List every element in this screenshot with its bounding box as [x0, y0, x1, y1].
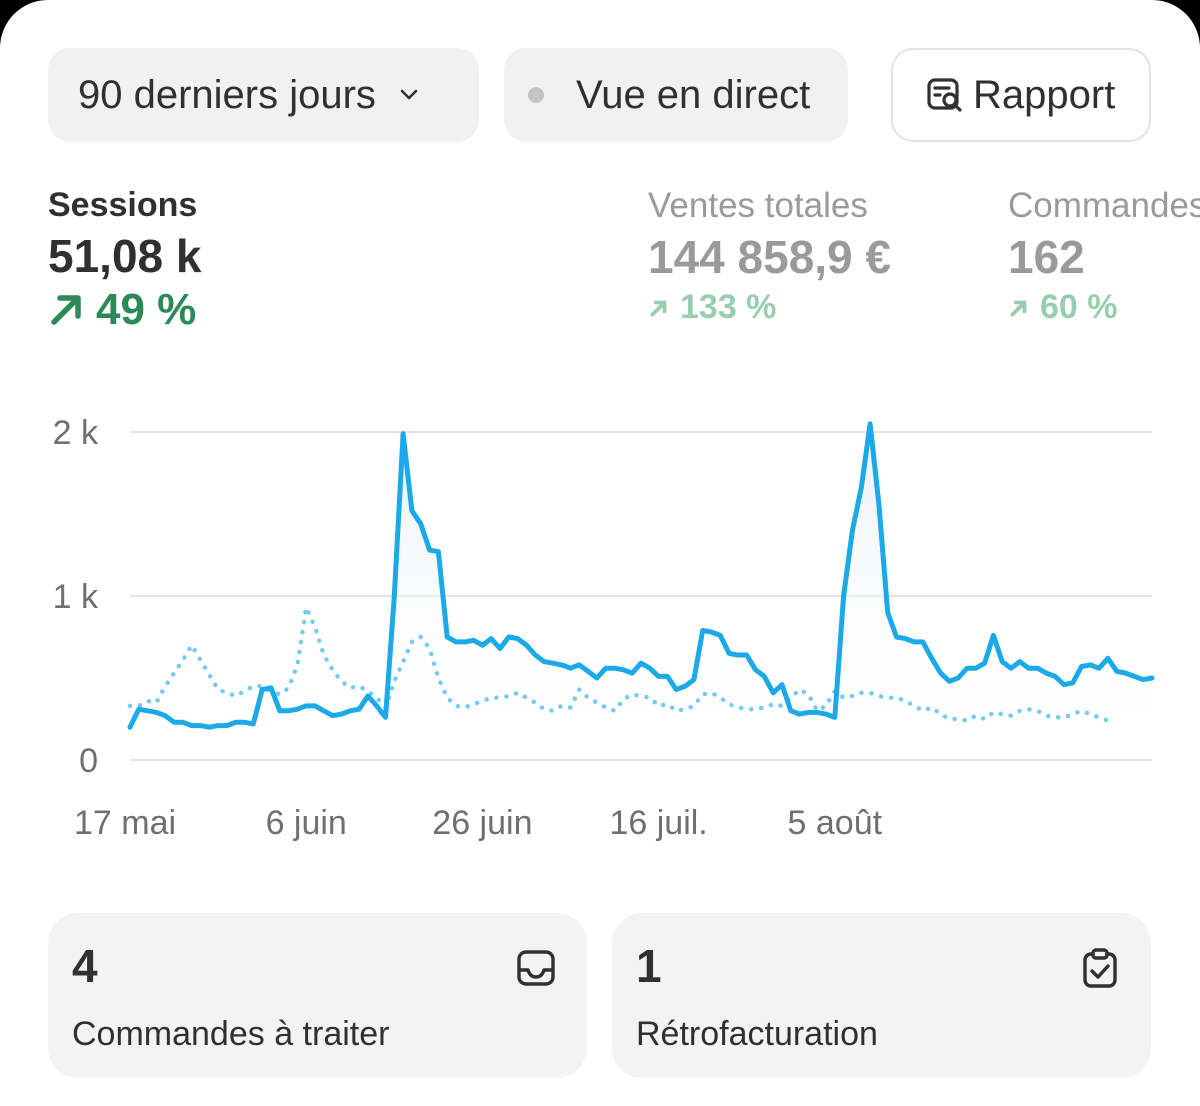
- chart-series: [127, 421, 1155, 760]
- series-area: [130, 423, 1152, 760]
- date-range-label: 90 derniers jours: [78, 72, 376, 117]
- sessions-line-chart: 2 k 1 k 0 17 mai 6 juin 26 juin 16 juil. 5 aoû…: [53, 414, 1155, 842]
- x-tick-label: 17 mai: [74, 804, 176, 842]
- y-tick-label: 0: [79, 742, 98, 780]
- metric-sales-value: 144 858,9 €: [648, 231, 892, 283]
- chargeback-label: Rétrofacturation: [636, 1015, 878, 1053]
- orders-to-process-count: 4: [72, 940, 98, 992]
- metric-sales-label: Ventes totales: [648, 186, 868, 225]
- metric-orders-label: Commandes: [1008, 186, 1200, 225]
- metric-sales-change: 133 %: [648, 288, 891, 327]
- comparison-series-line: [127, 605, 1111, 723]
- x-tick-label: 5 août: [788, 804, 883, 842]
- metric-sessions-label: Sessions: [48, 186, 198, 224]
- arrow-up-right-icon: [51, 295, 81, 325]
- live-status-dot-icon: [528, 87, 544, 103]
- live-view-label: Vue en direct: [576, 72, 811, 117]
- chargeback-tile[interactable]: 1 Rétrofacturation: [612, 913, 1151, 1078]
- metric-sessions[interactable]: Sessions 51,08 k 49 %: [48, 186, 201, 335]
- arrow-up-right-icon: [650, 300, 667, 317]
- y-tick-label: 1 k: [53, 578, 99, 616]
- x-tick-label: 26 juin: [432, 804, 532, 842]
- metric-sales-change-value: 133 %: [680, 288, 777, 326]
- live-view-button[interactable]: Vue en direct: [504, 48, 848, 142]
- metric-orders-change-value: 60 %: [1040, 288, 1118, 326]
- metric-sales[interactable]: Ventes totales 144 858,9 € 133 %: [648, 186, 891, 327]
- metric-sessions-change: 49 %: [48, 285, 201, 335]
- orders-to-process-tile[interactable]: 4 Commandes à traiter: [48, 913, 587, 1078]
- orders-to-process-label: Commandes à traiter: [72, 1015, 390, 1053]
- report-label: Rapport: [973, 72, 1116, 117]
- chargeback-count: 1: [636, 940, 662, 992]
- chevron-down-icon: [400, 89, 418, 100]
- metric-sessions-change-value: 49 %: [96, 285, 197, 334]
- y-axis: 2 k 1 k 0: [53, 414, 99, 780]
- clipboard-check-icon: [1083, 948, 1117, 988]
- sessions-series-line: [127, 421, 1155, 730]
- inbox-icon: [517, 950, 555, 986]
- x-tick-label: 16 juil.: [609, 804, 707, 842]
- metric-sessions-value: 51,08 k: [48, 230, 202, 282]
- metric-orders-value: 162: [1008, 231, 1085, 283]
- report-search-icon: [927, 78, 962, 112]
- report-button[interactable]: Rapport: [891, 48, 1151, 142]
- x-axis: 17 mai 6 juin 26 juin 16 juil. 5 août: [74, 804, 883, 842]
- date-range-dropdown[interactable]: 90 derniers jours: [48, 48, 479, 142]
- y-tick-label: 2 k: [53, 414, 99, 452]
- arrow-up-right-icon: [1010, 300, 1027, 317]
- x-tick-label: 6 juin: [266, 804, 347, 842]
- metric-orders-change: 60 %: [1008, 288, 1200, 327]
- metric-orders[interactable]: Commandes 162 60 %: [1008, 186, 1200, 327]
